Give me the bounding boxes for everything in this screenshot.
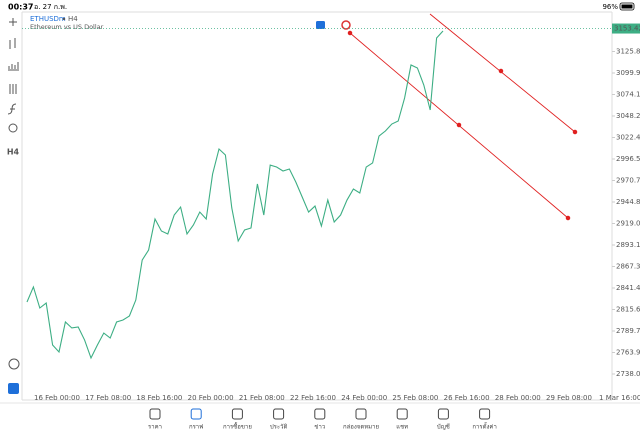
nav-icon[interactable] (396, 408, 408, 420)
symbol[interactable]: ETHUSDm (30, 15, 66, 23)
y-tick-label: 2919.00 (616, 220, 640, 228)
nav-label[interactable]: การตั้งค่า (472, 421, 496, 431)
zoom-tool[interactable] (8, 358, 20, 370)
nav-icon[interactable] (355, 408, 367, 420)
trend-lines (347, 13, 578, 221)
trend-handle[interactable] (572, 129, 578, 135)
x-tick-label: 22 Feb 16:00 (290, 394, 336, 402)
x-tick-label: 20 Feb 00:00 (188, 394, 234, 402)
y-tick-label: 3099.95 (616, 69, 640, 77)
trade-buy-button[interactable] (316, 21, 325, 29)
y-tick-label: 2763.90 (616, 349, 640, 357)
y-tick-label: 3022.40 (616, 134, 640, 142)
price-line (26, 30, 444, 360)
toolbar-timeframe[interactable]: H4 (7, 148, 20, 157)
nav-label[interactable]: แชท (396, 424, 408, 431)
nav-icon[interactable] (231, 408, 243, 420)
indicators-tool[interactable] (8, 62, 19, 71)
y-tick-label: 2996.55 (616, 155, 640, 163)
shapes-tool[interactable] (8, 123, 18, 133)
x-tick-label: 24 Feb 00:00 (341, 394, 387, 402)
y-tick-label: 2867.30 (616, 263, 640, 271)
nav-icon[interactable] (273, 408, 285, 420)
battery-icon (619, 2, 635, 11)
x-tick-label: 26 Feb 16:00 (444, 394, 490, 402)
nav-icon[interactable] (437, 408, 449, 420)
symbol-description: Ethereum vs US Dollar (30, 23, 104, 31)
x-tick-label: 25 Feb 08:00 (392, 394, 438, 402)
trend-handle[interactable] (565, 215, 571, 221)
function-tool[interactable] (7, 103, 17, 115)
trend-handle[interactable] (456, 122, 462, 128)
y-tick-label: 2893.15 (616, 241, 640, 249)
status-battery: 96% (602, 3, 618, 11)
y-tick-label: 2738.05 (616, 370, 640, 378)
separator-dot (62, 17, 66, 21)
last-price-label: 3153.42 (614, 25, 640, 33)
chart-type-tool[interactable] (9, 38, 16, 49)
x-tick-label: 1 Mar 16:00 (599, 394, 640, 402)
x-tick-label: 28 Feb 00:00 (495, 394, 541, 402)
nav-label[interactable]: การซื้อขาย (223, 421, 252, 431)
objects-tool[interactable] (9, 84, 17, 94)
trend-handle[interactable] (498, 68, 504, 74)
battery-level (621, 4, 633, 9)
header-timeframe: H4 (68, 15, 78, 23)
trend-line-upper[interactable] (429, 13, 576, 133)
trade-sell-button[interactable] (341, 20, 351, 30)
nav-label[interactable]: กราฟ (189, 424, 203, 431)
y-tick-label: 3074.10 (616, 91, 640, 99)
x-tick-label: 18 Feb 16:00 (136, 394, 182, 402)
crosshair-tool[interactable] (9, 18, 17, 26)
nav-icon[interactable] (190, 408, 202, 420)
trend-handle[interactable] (347, 30, 353, 36)
y-tick-label: 2789.75 (616, 327, 640, 335)
x-tick-label: 17 Feb 08:00 (85, 394, 131, 402)
nav-icon[interactable] (479, 408, 491, 420)
nav-icon[interactable] (314, 408, 326, 420)
x-tick-label: 29 Feb 08:00 (546, 394, 592, 402)
one-click-trading[interactable] (8, 383, 19, 394)
left-toolbar (7, 18, 20, 370)
nav-label[interactable]: บัญชี (437, 423, 450, 431)
nav-icon[interactable] (149, 408, 161, 420)
y-tick-label: 2815.60 (616, 306, 640, 314)
nav-label[interactable]: ข่าว (314, 424, 325, 431)
nav-label[interactable]: ประวัติ (270, 424, 288, 431)
y-tick-label: 2841.45 (616, 284, 640, 292)
nav-label[interactable]: ราคา (148, 424, 162, 431)
status-date: อ. 27 ก.พ. (34, 3, 67, 11)
y-tick-label: 2970.70 (616, 177, 640, 185)
y-tick-label: 2944.85 (616, 198, 640, 206)
x-tick-label: 16 Feb 00:00 (34, 394, 80, 402)
y-tick-label: 3125.80 (616, 48, 640, 56)
status-time: 00:37 (8, 3, 33, 12)
x-tick-label: 21 Feb 08:00 (239, 394, 285, 402)
last-price-box (612, 23, 640, 34)
y-tick-label: 3048.25 (616, 112, 640, 120)
nav-label[interactable]: กล่องจดหมาย (343, 424, 379, 431)
